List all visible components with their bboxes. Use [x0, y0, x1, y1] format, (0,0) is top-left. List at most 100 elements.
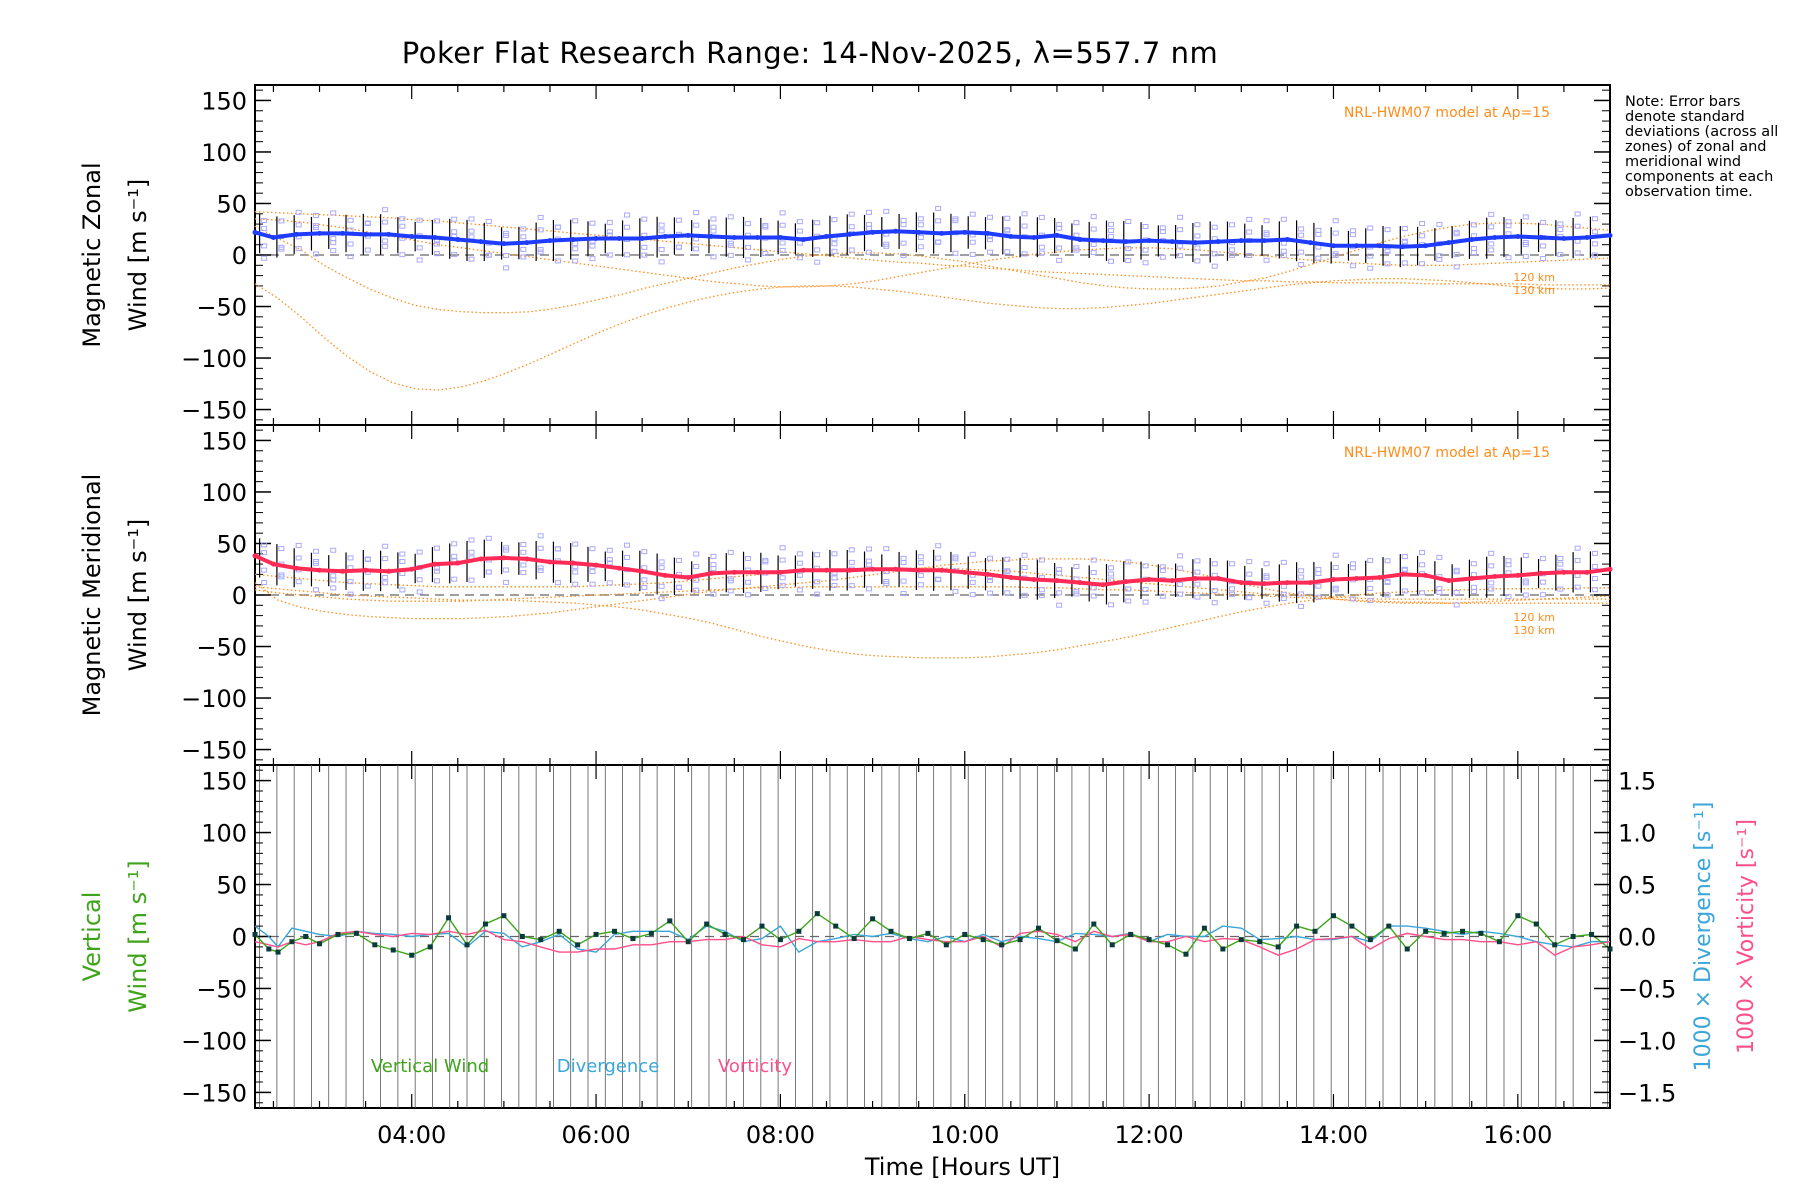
zone-box — [330, 573, 337, 579]
zone-box — [675, 584, 682, 590]
zone-box — [1574, 545, 1581, 551]
y2tick-label: 1.0 — [1618, 820, 1656, 848]
vertical-wind-point — [1128, 931, 1134, 937]
zone-box — [399, 252, 406, 258]
zone-box — [675, 244, 682, 250]
zone-box — [503, 265, 510, 271]
zone-box — [1488, 580, 1495, 586]
zone-box — [900, 240, 907, 246]
vertical-wind-point — [1036, 925, 1042, 931]
zone-box — [589, 256, 596, 262]
zone-box — [1591, 241, 1598, 247]
zone-box — [1522, 580, 1529, 586]
zone-box — [952, 556, 959, 562]
zone-box — [1574, 211, 1581, 217]
zonal-wind-point — [639, 236, 645, 242]
zone-box — [1211, 251, 1218, 257]
vertical-wind-point — [685, 939, 691, 945]
zone-box — [1211, 587, 1218, 593]
vertical-wind-point — [372, 942, 378, 948]
zone-box — [554, 580, 561, 586]
zonal-wind-point — [870, 229, 876, 235]
vertical-wind-point — [1330, 913, 1336, 919]
error-bar-note: Note: Error bars denote standard deviati… — [1625, 95, 1795, 200]
meridional-wind-point — [685, 574, 691, 580]
zone-box — [261, 542, 268, 548]
zone-box — [1263, 218, 1270, 224]
zone-box — [745, 579, 752, 585]
vertical-wind-point — [1570, 934, 1576, 939]
zone-box — [347, 217, 354, 223]
meridional-wind-point — [547, 559, 553, 565]
panel-meridional: 150 100 50 0 −50 −100 −150 Magnetic Meridional W… — [78, 424, 1613, 766]
zone-box — [1419, 233, 1426, 239]
vertical-wind-point — [556, 928, 562, 934]
zonal-wind-point — [893, 228, 899, 234]
zone-box — [364, 247, 371, 253]
zone-box — [520, 549, 527, 555]
zone-box — [935, 555, 942, 561]
zone-box — [606, 560, 613, 566]
chart-title: Poker Flat Research Range: 14-Nov-2025, … — [401, 36, 1219, 70]
zone-box — [1384, 558, 1391, 564]
zone-box — [727, 576, 734, 582]
zone-box — [520, 570, 527, 576]
zone-box — [1038, 592, 1045, 598]
zone-box — [831, 241, 838, 247]
zone-box — [330, 585, 337, 591]
vertical-wind-point — [1589, 931, 1595, 937]
zonal-wind-point — [1192, 240, 1198, 246]
zone-box — [1228, 591, 1235, 597]
zone-box — [762, 251, 769, 257]
zone-box — [1107, 571, 1114, 577]
zone-box — [503, 579, 510, 585]
y2tick-label: −1.5 — [1618, 1079, 1676, 1107]
zone-box — [1038, 250, 1045, 256]
zone-box — [1591, 252, 1598, 258]
ytick-label: −50 — [196, 975, 247, 1003]
zone-box — [1125, 598, 1132, 604]
vertical-wind-point — [519, 934, 525, 939]
zonal-wind-point — [524, 240, 530, 246]
ytick-label: −100 — [181, 685, 247, 713]
zone-box — [624, 224, 631, 230]
zone-box — [295, 542, 302, 548]
zone-box — [762, 223, 769, 229]
vertical-wind-point — [999, 942, 1005, 948]
zone-box — [537, 214, 544, 220]
zonal-wind-point — [1100, 238, 1106, 244]
zonal-wind-point — [252, 229, 258, 235]
zone-box — [1453, 602, 1460, 608]
model-label: NRL-HWM07 model at Ap=15 — [1344, 445, 1550, 461]
vertical-wind-point — [1349, 923, 1355, 929]
meridional-wind-point — [823, 567, 829, 573]
zonal-wind-point — [1215, 239, 1221, 245]
zonal-wind-point — [1031, 234, 1037, 240]
zone-box — [1557, 252, 1564, 258]
ytick-label: 50 — [216, 872, 247, 900]
zone-box — [485, 569, 492, 575]
zone-box — [606, 547, 613, 553]
vertical-wind-point — [538, 937, 544, 943]
meridional-wind-point — [985, 571, 991, 577]
zone-box — [1090, 226, 1097, 232]
meridional-wind-point — [1031, 577, 1037, 583]
vertical-wind-point — [906, 936, 912, 942]
zone-box — [468, 256, 475, 262]
zone-box — [1315, 231, 1322, 237]
zone-box — [416, 577, 423, 583]
zone-box — [503, 252, 510, 258]
zone-box — [1177, 243, 1184, 249]
vertical-wind-point — [1183, 951, 1189, 957]
zonal-wind-point — [962, 229, 968, 235]
zone-box — [520, 226, 527, 232]
zone-box — [1488, 211, 1495, 217]
zone-box — [710, 566, 717, 572]
zone-box — [917, 582, 924, 588]
vertical-wind-point — [1423, 928, 1429, 934]
zone-box — [1505, 594, 1512, 600]
zone-box — [1298, 249, 1305, 255]
zone-box — [554, 546, 561, 552]
vertical-wind-point — [1072, 946, 1078, 952]
zone-box — [693, 222, 700, 228]
